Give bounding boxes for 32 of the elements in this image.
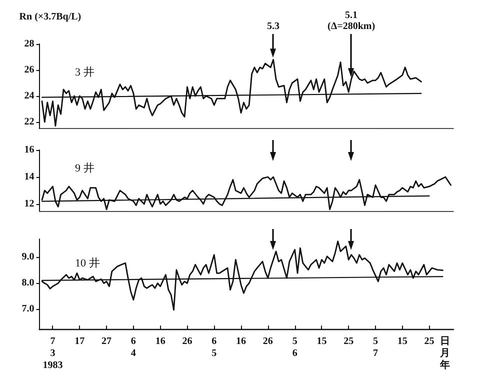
y-tick-label: 16: [24, 144, 34, 156]
x-tick-label: 15: [316, 336, 327, 348]
x-tick-label: 7 3 1983: [42, 336, 63, 372]
y-axis-title: Rn (×3.7Bq/L): [19, 12, 82, 22]
text: 10 井: [75, 256, 100, 270]
x-axis-title: 日月年: [439, 336, 450, 372]
y-tick-label: 26: [24, 64, 34, 76]
text: 3 井: [75, 66, 94, 78]
annotation: 5.3: [267, 21, 280, 32]
x-tick-label: 26: [262, 336, 273, 348]
x-tick-label: 16: [155, 336, 166, 348]
x-tick-label: 25: [424, 336, 434, 348]
x-tick-label: 26: [182, 336, 192, 348]
y-tick-label: 14: [24, 172, 34, 182]
x-tick-label: 6 5: [212, 336, 217, 360]
y-tick-label: 28: [24, 38, 34, 50]
y-tick-label: 12: [24, 198, 34, 210]
y-tick-label: 24: [24, 90, 34, 102]
annotation: 5.1 (Δ=280km): [328, 10, 376, 32]
y-tick-label: 9.0: [22, 252, 34, 263]
x-tick-label: 17: [74, 336, 85, 348]
y-tick-label: 7.0: [22, 303, 34, 314]
x-tick-label: 27: [102, 336, 112, 348]
text: 9 井: [75, 162, 94, 174]
x-tick-label: 5 6: [292, 336, 298, 360]
x-tick-label: 6 4: [130, 336, 136, 360]
x-tick-label: 25: [344, 336, 354, 348]
x-tick-label: 16: [236, 336, 246, 348]
x-tick-label: 15: [397, 336, 408, 348]
y-tick-label: 8.0: [22, 278, 34, 289]
x-tick-label: 5 7: [373, 336, 378, 360]
y-tick-label: 22: [24, 116, 34, 128]
